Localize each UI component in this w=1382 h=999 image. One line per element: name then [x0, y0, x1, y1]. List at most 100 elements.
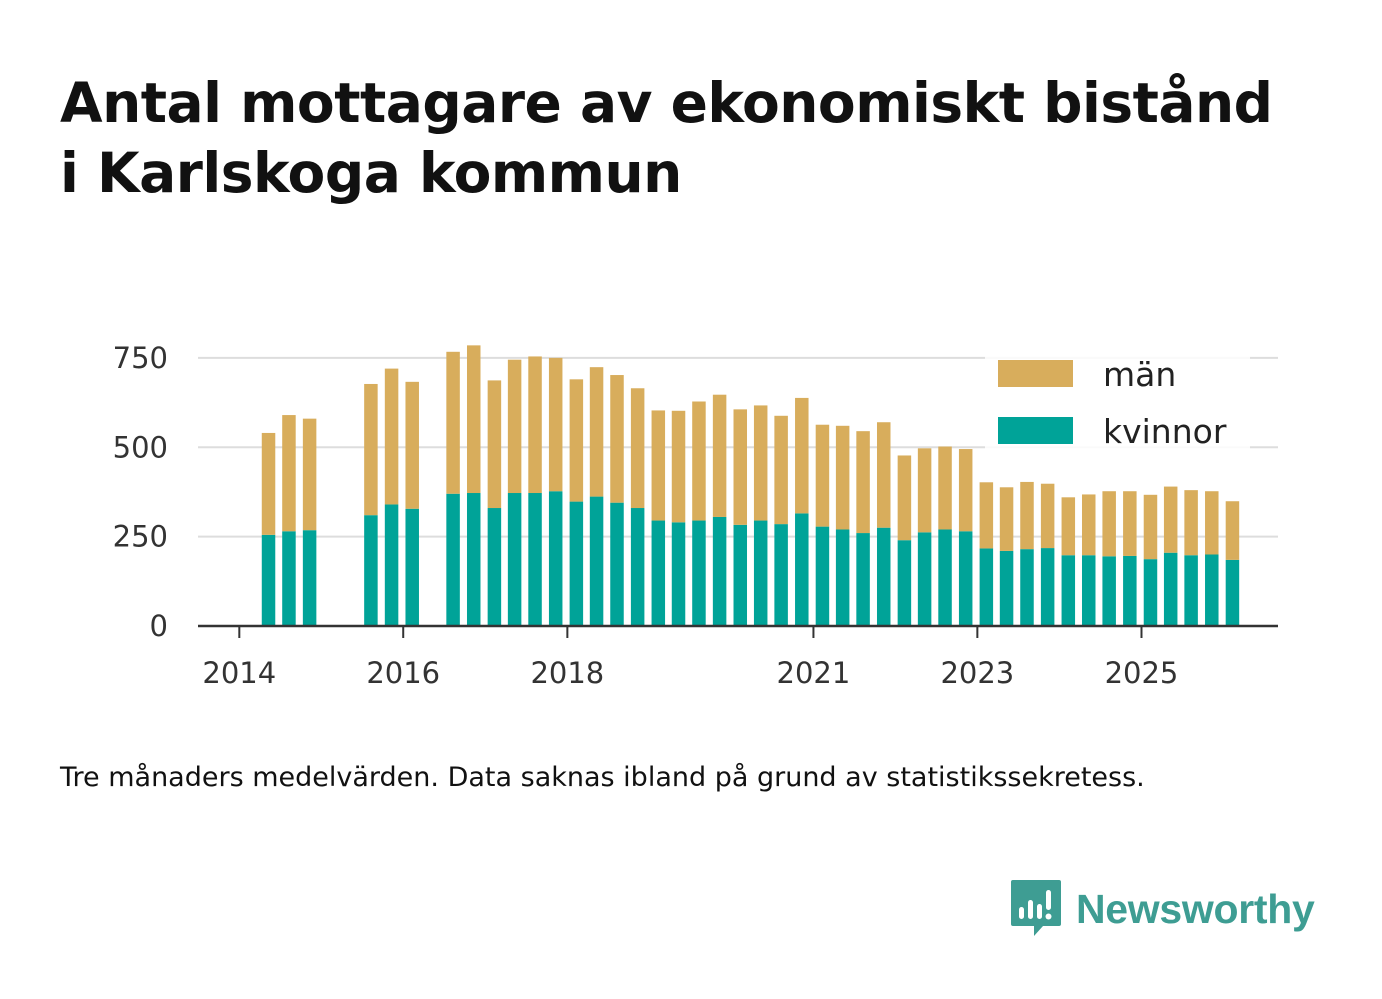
bar-män	[897, 455, 912, 541]
bar-män	[610, 375, 624, 503]
bar-män	[364, 383, 378, 516]
bar-kvinnor	[979, 548, 994, 626]
bar-män	[1081, 494, 1096, 556]
y-tick-label: 250	[113, 520, 168, 554]
x-tick-label: 2014	[202, 656, 276, 690]
bar-män	[630, 388, 645, 509]
x-tick-label: 2016	[366, 656, 440, 690]
bar-kvinnor	[815, 526, 830, 626]
bar-kvinnor	[1081, 555, 1096, 626]
bar-män	[835, 425, 850, 530]
bar-män	[1184, 490, 1198, 556]
bars	[261, 345, 1240, 626]
bar-kvinnor	[589, 496, 604, 626]
bar-kvinnor	[671, 522, 686, 626]
bar-män	[979, 482, 994, 549]
chart-title: Antal mottagare av ekonomiskt bistånd i …	[60, 68, 1340, 208]
bar-kvinnor	[548, 491, 563, 626]
bar-män	[1102, 491, 1116, 557]
bar-män	[733, 409, 748, 525]
bar-kvinnor	[446, 493, 460, 626]
bar-män	[302, 418, 317, 531]
bar-kvinnor	[753, 520, 768, 626]
stacked-bar-chart: 0 250 500 750 2014 2016 2018 2021 2023 2025 män kv…	[113, 341, 1278, 690]
bar-kvinnor	[1184, 555, 1198, 626]
legend-swatch-män	[998, 360, 1073, 387]
bar-chart-speech-bubble-icon	[1011, 880, 1061, 936]
brand-logo[interactable]: Newsworthy	[1010, 878, 1315, 940]
bar-kvinnor	[1040, 548, 1055, 626]
bar-män	[856, 431, 870, 534]
bar-kvinnor	[1061, 555, 1076, 626]
bar-kvinnor	[487, 508, 502, 626]
bar-män	[651, 410, 666, 521]
legend: män kvinnor	[985, 348, 1250, 460]
bar-män	[282, 415, 296, 532]
bar-kvinnor	[302, 530, 317, 626]
y-tick-label: 0	[150, 609, 168, 643]
bar-kvinnor	[1225, 559, 1240, 626]
bar-män	[692, 401, 706, 521]
y-tick-label: 500	[113, 430, 168, 464]
bar-kvinnor	[569, 501, 584, 626]
bar-män	[1225, 501, 1240, 560]
x-tick-label: 2021	[777, 656, 851, 690]
x-tick-label: 2025	[1105, 656, 1179, 690]
bar-kvinnor	[507, 493, 522, 626]
legend-swatch-kvinnor	[998, 417, 1073, 444]
bar-kvinnor	[938, 529, 952, 626]
x-tick-label: 2018	[530, 656, 604, 690]
x-tick-label: 2023	[940, 656, 1014, 690]
bar-kvinnor	[795, 513, 809, 626]
bar-kvinnor	[364, 515, 378, 626]
bar-kvinnor	[876, 527, 891, 626]
bar-män	[671, 410, 686, 523]
bar-män	[917, 448, 932, 533]
brand-name: Newsworthy	[1076, 885, 1315, 932]
bar-män	[261, 432, 276, 535]
bar-män	[938, 446, 952, 530]
bar-kvinnor	[856, 533, 870, 626]
bar-män	[958, 449, 973, 532]
bar-kvinnor	[917, 532, 932, 626]
bar-män	[1020, 481, 1034, 550]
bar-kvinnor	[1163, 552, 1178, 626]
bar-män	[528, 356, 542, 493]
bar-kvinnor	[835, 529, 850, 626]
bar-män	[384, 368, 399, 505]
bar-kvinnor	[999, 550, 1014, 626]
bar-kvinnor	[282, 531, 296, 626]
bar-män	[795, 397, 809, 514]
bar-kvinnor	[774, 524, 788, 626]
bar-män	[1163, 486, 1178, 553]
bar-män	[815, 424, 830, 527]
bar-kvinnor	[651, 520, 666, 626]
bar-män	[466, 345, 481, 494]
bar-män	[1123, 491, 1137, 556]
bar-män	[1205, 491, 1219, 555]
bar-kvinnor	[384, 504, 399, 626]
bar-kvinnor	[692, 520, 706, 626]
bar-kvinnor	[712, 516, 727, 626]
axes: 0 250 500 750 2014 2016 2018 2021 2023 2025	[113, 341, 1278, 690]
legend-label-män: män	[1103, 355, 1176, 394]
bar-män	[712, 394, 727, 517]
bar-män	[569, 379, 584, 502]
bar-män	[1061, 497, 1076, 556]
bar-kvinnor	[610, 502, 624, 626]
bar-kvinnor	[1020, 549, 1034, 626]
bar-män	[1143, 494, 1158, 560]
bar-kvinnor	[1205, 554, 1219, 626]
bar-män	[446, 351, 460, 494]
bar-män	[487, 380, 502, 509]
bar-män	[876, 422, 891, 528]
y-tick-label: 750	[113, 341, 168, 375]
bar-kvinnor	[897, 540, 912, 626]
bar-män	[1040, 483, 1055, 549]
chart-note: Tre månaders medelvärden. Data saknas ib…	[60, 762, 1145, 793]
legend-label-kvinnor: kvinnor	[1103, 412, 1227, 451]
bar-män	[405, 381, 419, 509]
bar-män	[548, 357, 563, 492]
bar-kvinnor	[1123, 555, 1137, 626]
bar-män	[999, 487, 1014, 551]
